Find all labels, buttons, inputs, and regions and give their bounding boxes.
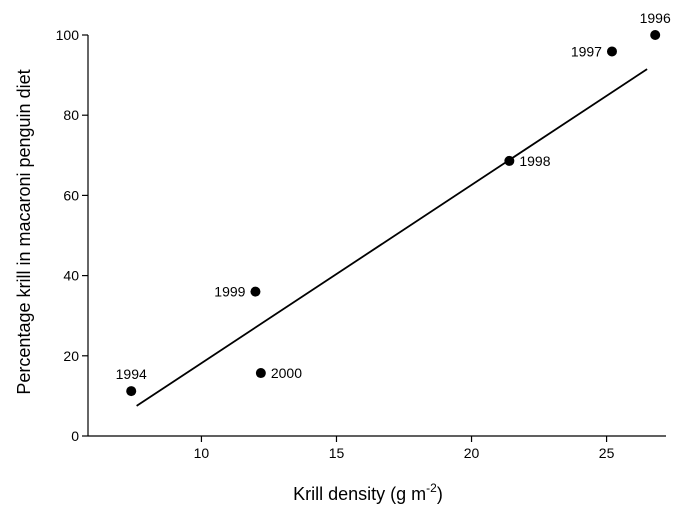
point-label-1994: 1994 — [116, 366, 147, 382]
regression-line — [136, 68, 648, 407]
x-axis-title-suffix: ) — [437, 484, 443, 504]
y-tick-label: 40 — [63, 268, 79, 284]
x-tick-label: 25 — [599, 445, 615, 461]
y-axis-title: Percentage krill in macaroni penguin die… — [14, 69, 34, 394]
regression-line-group — [136, 68, 648, 407]
y-tick-label: 0 — [71, 428, 79, 444]
y-tick-label: 60 — [63, 187, 79, 203]
x-tick-label: 15 — [329, 445, 345, 461]
point-label-1998: 1998 — [519, 153, 550, 169]
data-points: 1994 1999 2000 1998 1997 1996 — [116, 10, 671, 397]
y-tick-label: 20 — [63, 348, 79, 364]
data-point-1997 — [606, 46, 617, 57]
point-label-2000: 2000 — [271, 365, 302, 381]
point-label-1996: 1996 — [640, 10, 671, 26]
x-axis-title-main: Krill density (g m — [293, 484, 426, 504]
y-tick-label: 80 — [63, 107, 79, 123]
x-axis-title: Krill density (g m-2) — [293, 481, 443, 504]
x-axis-title-exponent: -2 — [426, 481, 437, 495]
x-tick-label: 20 — [464, 445, 480, 461]
x-tick-label: 10 — [194, 445, 210, 461]
data-point-1996 — [650, 30, 661, 40]
data-point-1999 — [250, 286, 261, 297]
point-label-1999: 1999 — [214, 284, 245, 300]
data-point-2000 — [255, 368, 266, 379]
data-point-1994 — [126, 386, 137, 397]
data-point-1998 — [504, 155, 515, 166]
axes: 10 15 20 25 0 20 40 60 80 100 — [56, 27, 666, 461]
point-label-1997: 1997 — [571, 43, 602, 59]
y-tick-label: 100 — [56, 27, 80, 43]
